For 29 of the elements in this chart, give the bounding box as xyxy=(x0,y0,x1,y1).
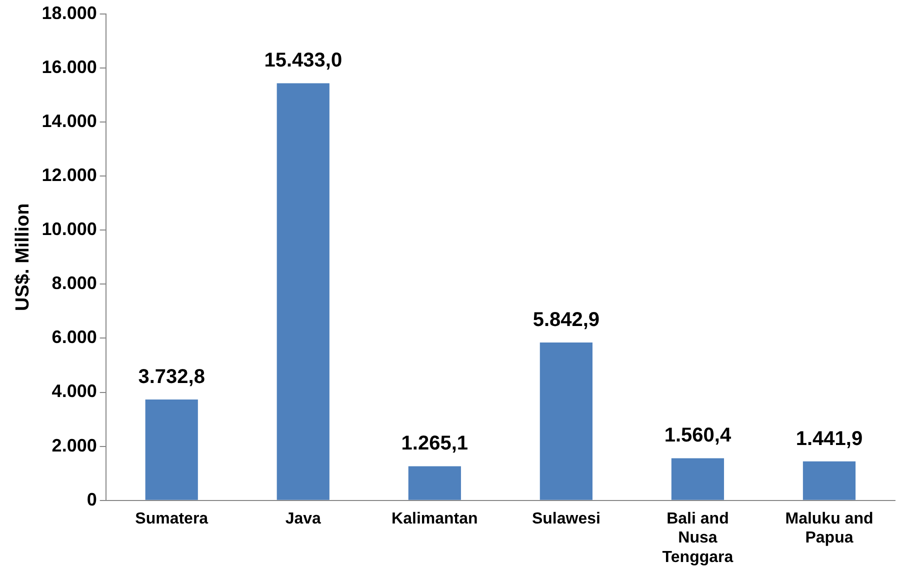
bar xyxy=(145,399,198,500)
y-tick-label: 18.000 xyxy=(42,2,97,23)
y-tick-label: 12.000 xyxy=(42,164,97,185)
bar xyxy=(276,83,330,500)
data-label: 15.433,0 xyxy=(264,50,342,72)
x-tick-label: Java xyxy=(285,510,322,528)
x-tick-label: Sulawesi xyxy=(532,510,600,528)
data-label: 1.441,9 xyxy=(796,428,863,450)
y-tick-label: 10.000 xyxy=(42,219,97,240)
data-label: 5.842,9 xyxy=(532,308,600,331)
bar xyxy=(802,461,856,500)
data-label: 1.560,4 xyxy=(664,424,732,447)
y-tick-label: 2.000 xyxy=(52,435,97,456)
y-tick-label: 14.000 xyxy=(42,110,97,131)
x-tick-label: Kalimantan xyxy=(392,510,478,528)
y-tick-label: 4.000 xyxy=(52,381,97,402)
bar xyxy=(408,466,461,500)
bar xyxy=(671,458,724,500)
y-axis-title: US$. Million xyxy=(12,203,34,311)
bar xyxy=(540,342,592,500)
y-tick-label: 8.000 xyxy=(52,273,97,294)
data-label: 1.265,1 xyxy=(401,432,468,455)
x-tick-label: Bali and Nusa Tenggara xyxy=(662,510,734,566)
x-tick-label: Sumatera xyxy=(135,510,208,528)
y-tick-label: 16.000 xyxy=(42,56,97,77)
y-tick-label: 6.000 xyxy=(52,327,97,348)
y-tick-label: 0 xyxy=(86,489,97,510)
data-label: 3.732,8 xyxy=(138,366,205,388)
x-tick-label: Maluku and Papua xyxy=(785,510,874,547)
